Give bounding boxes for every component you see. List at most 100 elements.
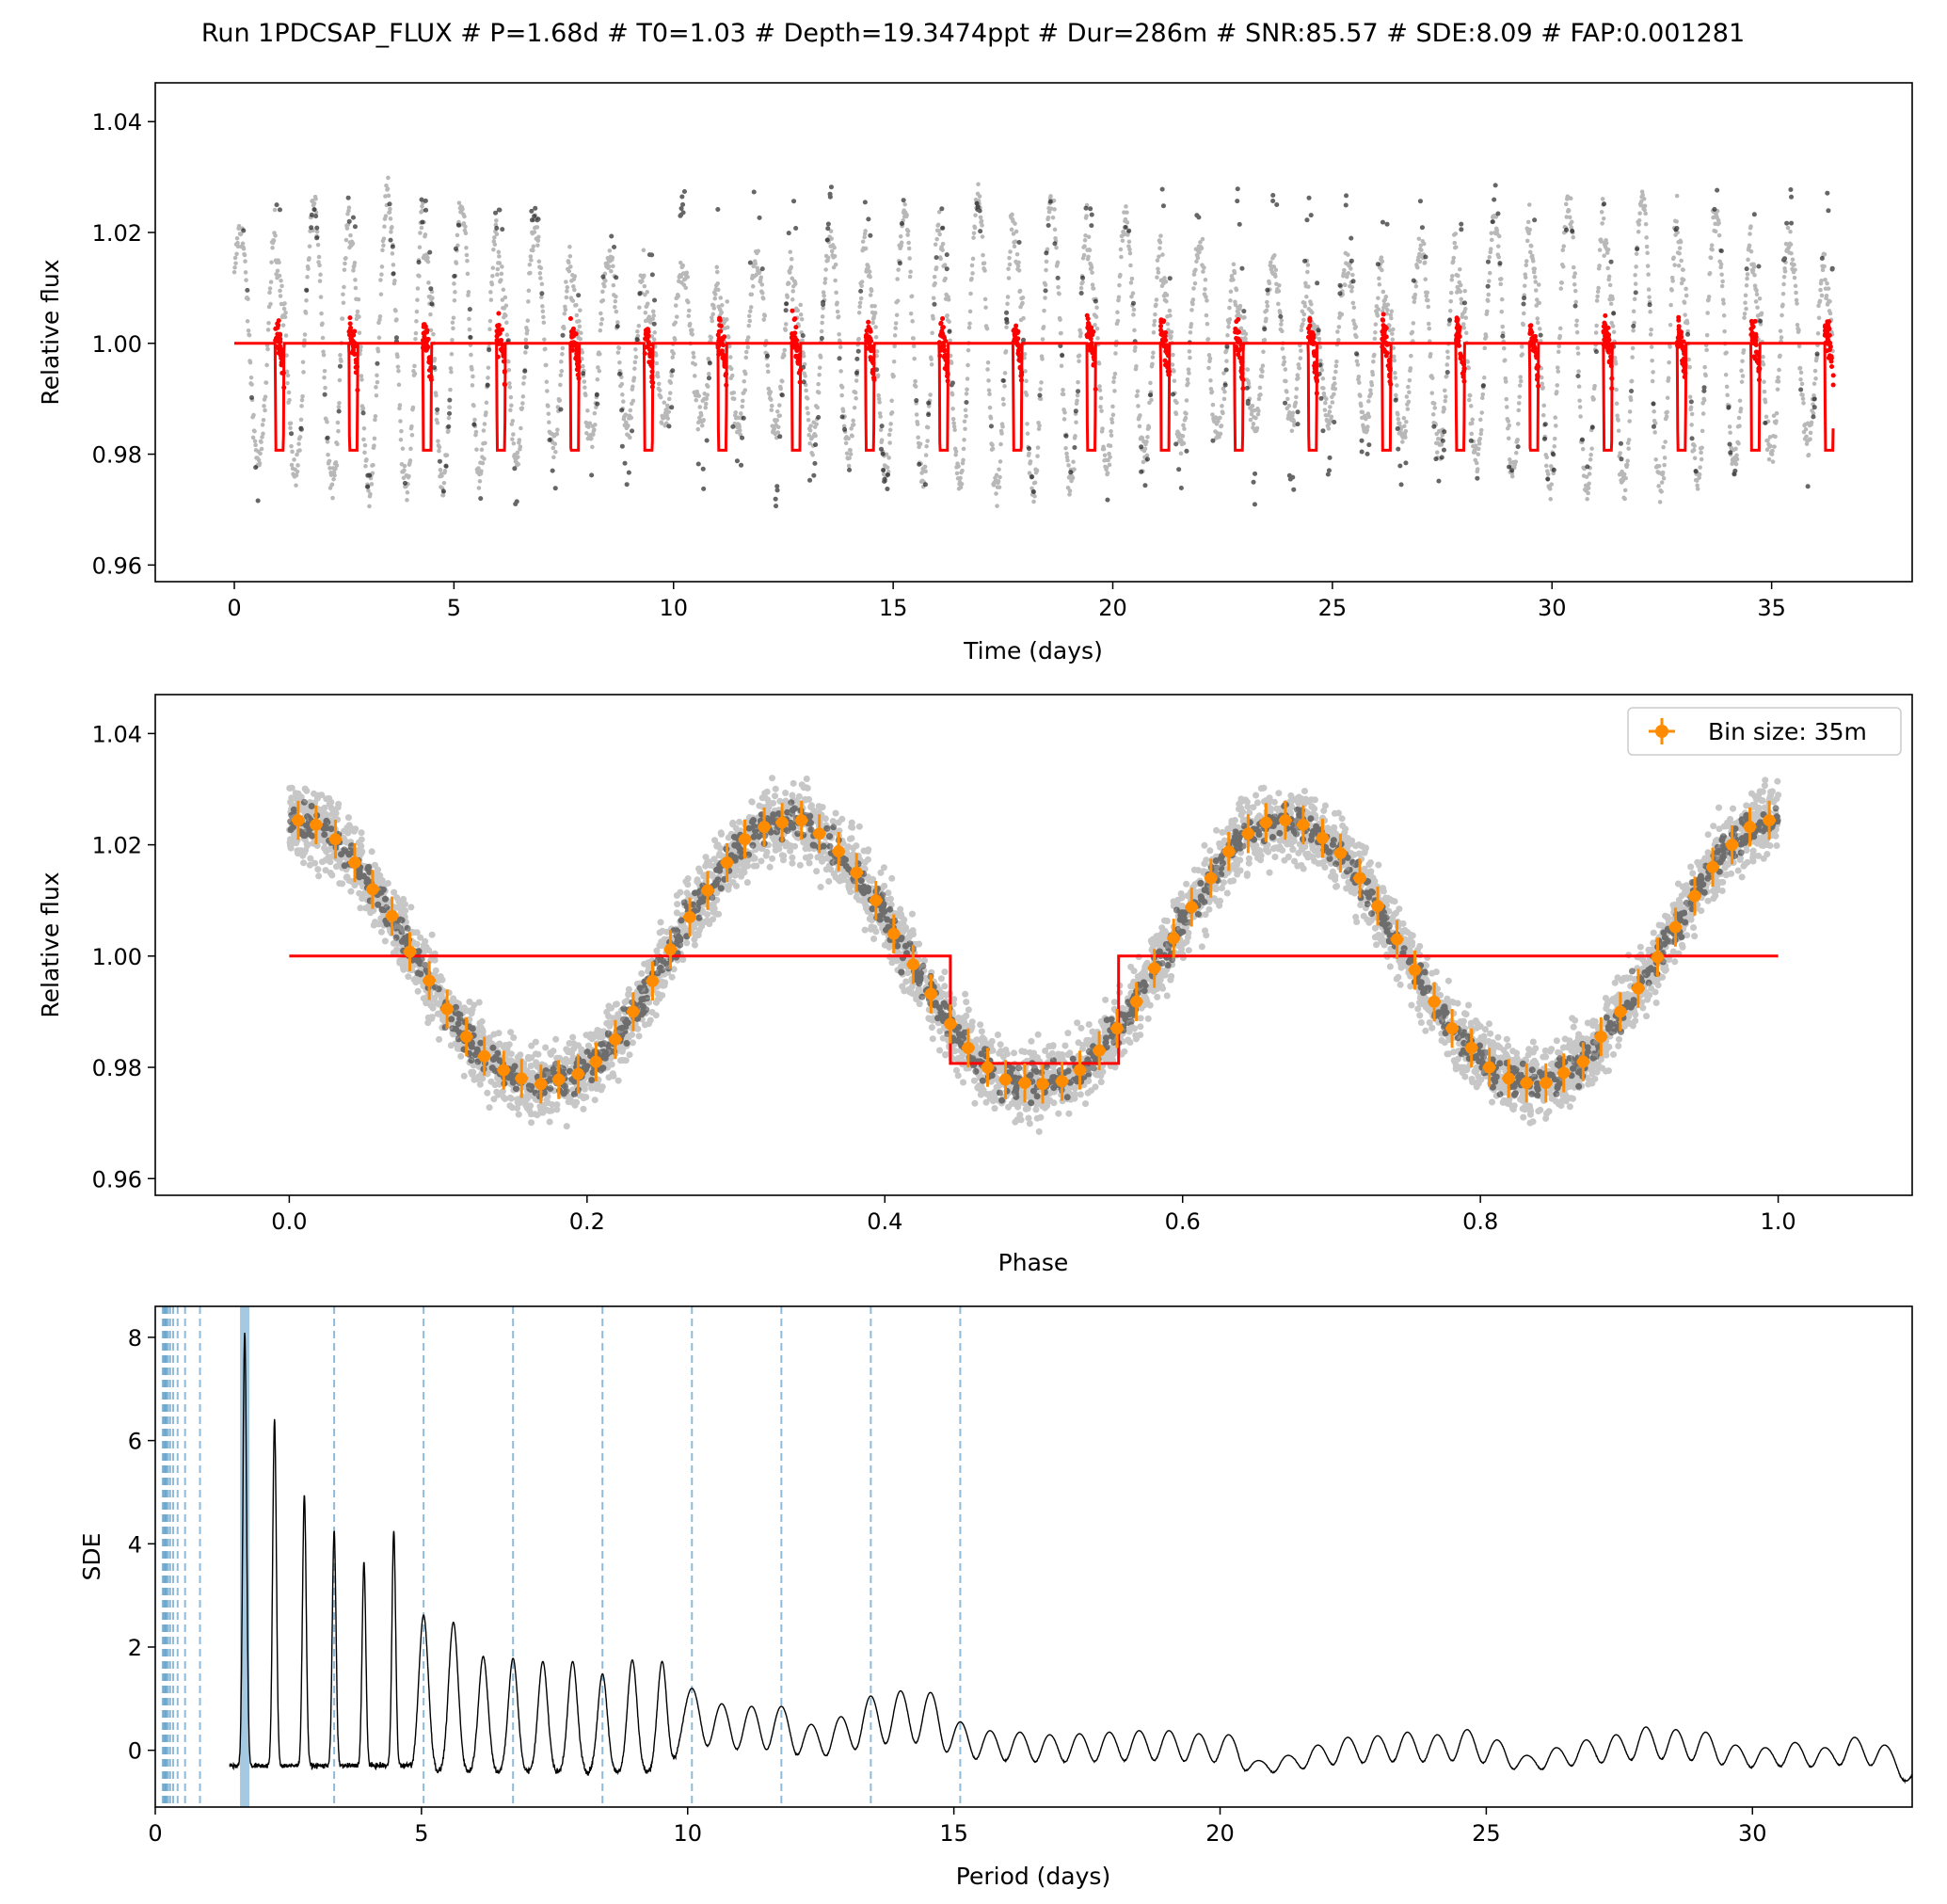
y-tick-label: 8 (128, 1325, 142, 1352)
bin-marker (1018, 1077, 1031, 1090)
y-tick-label: 0.98 (92, 442, 142, 469)
bin-point (1390, 920, 1404, 959)
bin-point (534, 1064, 548, 1104)
bin-marker (404, 945, 417, 958)
bin-marker (944, 1017, 957, 1031)
bin-marker (1130, 995, 1143, 1008)
bin-point (906, 945, 920, 984)
x-tick-label: 20 (1205, 1820, 1235, 1847)
bin-marker (292, 814, 305, 827)
bin-marker (497, 1064, 510, 1077)
phase-folded-y-ticks: 0.96 0.98 1.00 1.02 1.04 (92, 721, 155, 1192)
binned-points (291, 800, 1777, 1104)
panel-phase-folded: 0.0 0.2 0.4 0.6 0.8 1.0 0.960.981.001.021.04 … (37, 694, 1913, 1276)
bin-marker (887, 927, 901, 940)
bin-point (1594, 1016, 1608, 1057)
bin-marker (423, 974, 436, 987)
bin-point (869, 881, 883, 920)
bin-marker (850, 866, 863, 879)
y-tick-label: 6 (128, 1429, 142, 1455)
bin-point (924, 974, 938, 1014)
bin-point (1502, 1059, 1516, 1098)
periodogram-frame (154, 1305, 1913, 1808)
x-tick-label: 25 (1318, 595, 1348, 621)
best-period-band (240, 1306, 250, 1807)
bin-point (1613, 992, 1627, 1032)
x-tick-label: 0.2 (569, 1208, 605, 1235)
bin-point (758, 807, 772, 847)
bin-marker (758, 821, 771, 834)
bin-point (850, 853, 864, 892)
y-tick-label: 1.02 (92, 220, 142, 247)
bin-point (1464, 1028, 1478, 1068)
bin-point (1520, 1063, 1534, 1103)
bin-marker (1297, 818, 1310, 831)
bin-marker (1074, 1064, 1087, 1077)
bin-point (1370, 886, 1384, 926)
bin-marker (1205, 872, 1218, 885)
bin-point (1296, 805, 1310, 845)
bin-point (1705, 847, 1719, 887)
y-tick-label: 1.04 (92, 721, 142, 747)
bin-point (551, 1060, 566, 1099)
sde-path (229, 1332, 1912, 1784)
bin-marker (460, 1031, 473, 1044)
bin-marker (775, 816, 789, 829)
x-tick-label: 0.0 (271, 1208, 307, 1235)
y-tick-label: 1.00 (92, 944, 142, 970)
bin-marker (386, 909, 399, 922)
bin-marker (328, 833, 342, 846)
phase-folded-ylabel: Relative flux (37, 872, 64, 1017)
bin-point (775, 803, 790, 842)
bin-point (589, 1042, 603, 1081)
bin-point (646, 961, 660, 1001)
bin-point (1631, 968, 1645, 1008)
bin-marker (1148, 962, 1161, 975)
bin-marker (795, 814, 808, 827)
bin-marker (962, 1041, 975, 1054)
bin-marker (1726, 839, 1739, 852)
bin-point (683, 897, 697, 937)
y-tick-label: 2 (128, 1635, 142, 1661)
bin-point (1576, 1042, 1590, 1081)
phase-model-line (289, 954, 1779, 1065)
bin-marker (1185, 901, 1198, 914)
figure-title: Run 1PDCSAP_FLUX # P=1.68d # T0=1.03 # D… (201, 19, 1745, 48)
bin-point (1316, 818, 1330, 858)
bin-point (943, 1004, 957, 1044)
bin-point (998, 1060, 1013, 1099)
bin-point (1539, 1063, 1553, 1103)
periodogram-x-ticks: 0 5 10 15 20 25 30 (148, 1807, 1767, 1847)
bin-point (385, 896, 399, 936)
time-series-y-ticks: 0.96 0.98 1.00 1.02 1.04 (92, 109, 155, 579)
x-tick-label: 0.6 (1165, 1208, 1201, 1235)
bin-marker (1056, 1075, 1069, 1088)
bin-point (1110, 1008, 1125, 1048)
y-tick-label: 0.96 (92, 552, 142, 579)
bin-marker (1465, 1041, 1478, 1054)
bin-marker (1110, 1022, 1124, 1035)
bin-point (309, 805, 323, 845)
bin-point (477, 1036, 491, 1076)
bin-point (1353, 858, 1367, 898)
bin-marker (646, 974, 659, 987)
bin-point (832, 832, 846, 872)
time-series-x-ticks: 0 5 10 15 20 25 30 35 (227, 582, 1786, 621)
in-transit-points (273, 308, 1836, 396)
bin-marker (1576, 1055, 1589, 1068)
bin-marker (721, 856, 734, 870)
sde-line (229, 1332, 1912, 1784)
bin-marker (870, 894, 883, 907)
bin-point (1073, 1050, 1087, 1090)
harmonic-lines (161, 1306, 962, 1807)
bin-marker (1391, 933, 1404, 946)
time-series-point-cluster (241, 183, 1835, 509)
bin-marker (1353, 872, 1366, 885)
bin-point (1035, 1064, 1049, 1104)
bin-point (515, 1059, 529, 1098)
bin-marker (981, 1061, 994, 1074)
x-tick-label: 35 (1757, 595, 1786, 621)
bin-point (626, 992, 640, 1032)
phase-model-path (289, 954, 1779, 1065)
